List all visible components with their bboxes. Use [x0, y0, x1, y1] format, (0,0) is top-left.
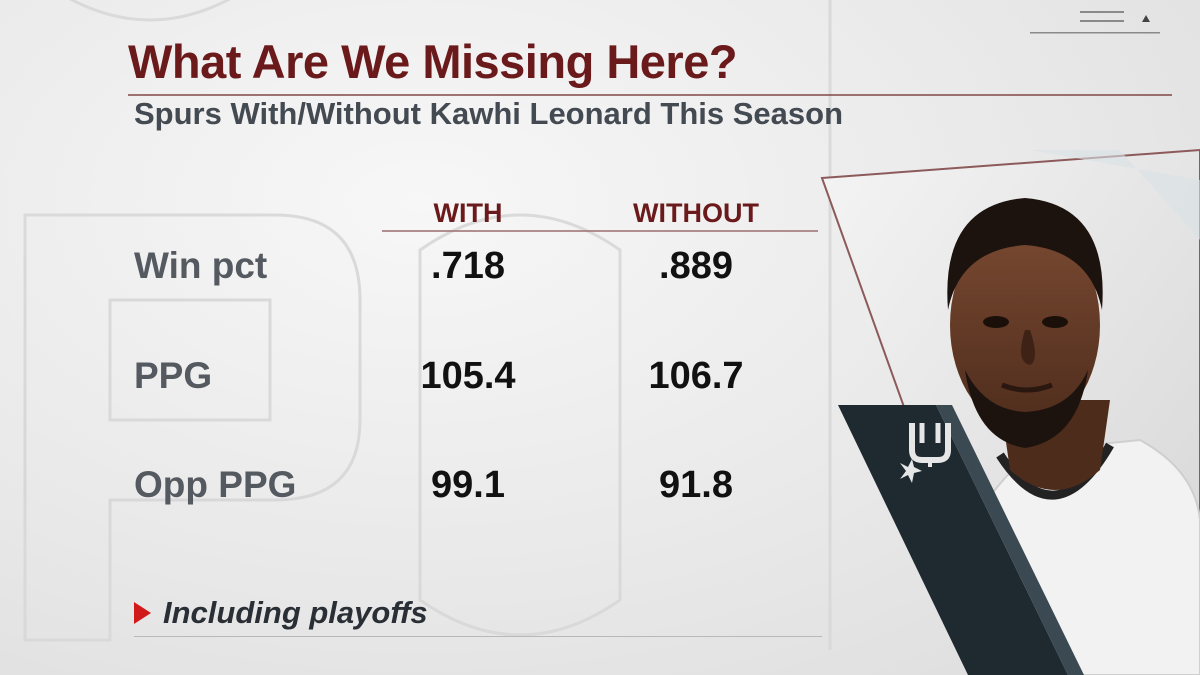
row-label-win-pct: Win pct — [134, 245, 268, 286]
footnote-divider — [134, 636, 822, 637]
footnote: Including playoffs — [134, 595, 428, 631]
row-label-opp-ppg: Opp PPG — [134, 464, 297, 505]
value-opp-ppg-without: 91.8 — [659, 464, 733, 506]
footnote-text: Including playoffs — [163, 595, 428, 630]
column-header-divider — [382, 230, 818, 232]
team-band — [838, 405, 1068, 675]
title-divider — [128, 94, 1172, 96]
player-hair — [947, 198, 1103, 310]
page-subtitle: Spurs With/Without Kawhi Leonard This Se… — [134, 96, 844, 131]
play-arrow-icon — [134, 602, 151, 624]
value-win-pct-without: .889 — [659, 245, 733, 287]
spurs-logo-icon — [900, 423, 951, 483]
value-opp-ppg-with: 99.1 — [431, 464, 505, 506]
value-ppg-without: 106.7 — [648, 355, 744, 397]
page-title: What Are We Missing Here? — [128, 35, 738, 88]
value-win-pct-with: .718 — [431, 245, 505, 287]
column-header-with: WITH — [433, 198, 503, 228]
player-head — [950, 220, 1100, 430]
column-header-without: WITHOUT — [633, 198, 759, 228]
row-label-ppg: PPG — [134, 355, 213, 396]
value-ppg-with: 105.4 — [420, 355, 516, 397]
decorative-top-lines — [1030, 11, 1160, 34]
